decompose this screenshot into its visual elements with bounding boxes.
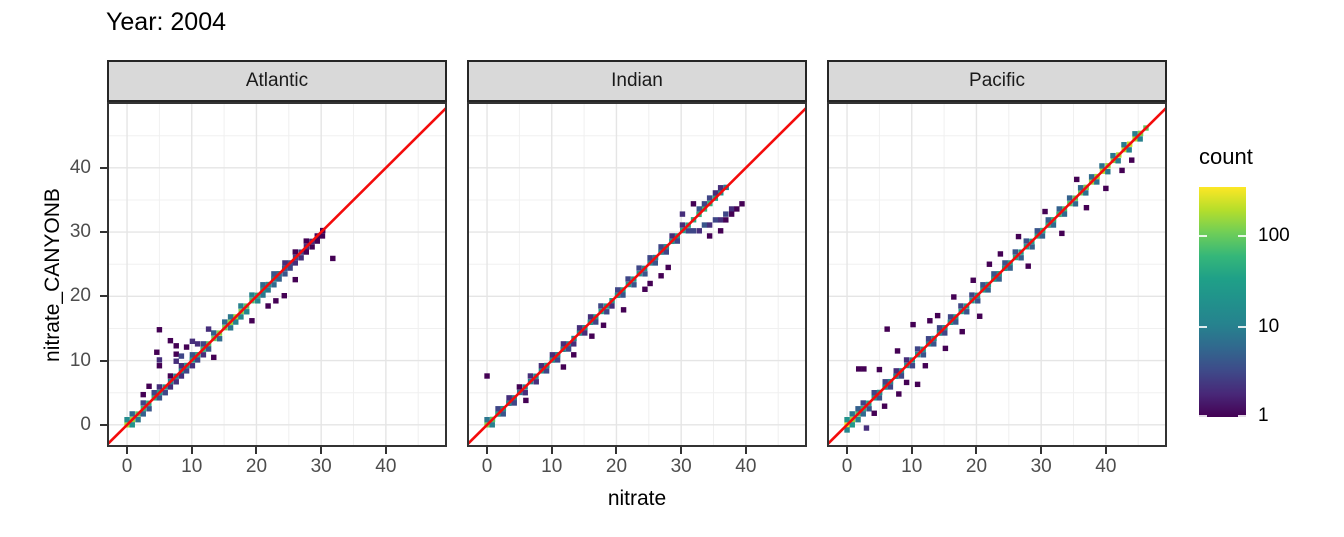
x-tick-mark bbox=[615, 447, 618, 454]
x-tick-label: 20 bbox=[245, 456, 268, 477]
y-tick-mark bbox=[100, 359, 107, 362]
legend-tick-mark bbox=[1199, 235, 1207, 238]
facet-panel-atlantic bbox=[107, 102, 447, 447]
x-axis-ticks-indian: 0 10 20 30 40 bbox=[467, 447, 807, 483]
x-tick-label: 30 bbox=[670, 456, 692, 477]
x-tick-label: 30 bbox=[310, 456, 332, 477]
y-tick-label: 40 bbox=[69, 156, 91, 178]
plot-title: Year: 2004 bbox=[106, 8, 227, 36]
x-tick-label: 40 bbox=[1095, 456, 1117, 477]
legend-tick-mark bbox=[1238, 415, 1246, 417]
x-axis-ticks-pacific: 0 10 20 30 40 bbox=[827, 447, 1167, 483]
x-tick-mark bbox=[126, 447, 129, 454]
x-tick-mark bbox=[975, 447, 978, 454]
x-tick-label: 20 bbox=[605, 456, 628, 477]
legend-tick-label: 1 bbox=[1258, 405, 1269, 426]
facet-strip-label: Atlantic bbox=[245, 70, 309, 91]
y-tick-label: 20 bbox=[69, 285, 91, 307]
x-tick-label: 0 bbox=[481, 456, 493, 477]
x-tick-label: 10 bbox=[541, 456, 563, 477]
x-tick-mark bbox=[910, 447, 913, 454]
y-axis: 0 10 20 30 40 bbox=[0, 102, 107, 447]
facet-pacific: Pacific 0 10 20 30 40 bbox=[827, 60, 1167, 490]
x-tick-mark bbox=[846, 447, 849, 454]
y-tick-label: 10 bbox=[69, 349, 91, 371]
legend-count: count 100 10 1 bbox=[1197, 144, 1337, 444]
facet-indian: Indian 0 10 20 30 40 bbox=[467, 60, 807, 490]
x-tick-label: 40 bbox=[735, 456, 757, 477]
y-axis-title: nitrate_CANYONB bbox=[41, 188, 64, 362]
x-tick-mark bbox=[1104, 447, 1107, 454]
x-axis-title: nitrate bbox=[607, 487, 667, 510]
legend-tick-mark bbox=[1199, 415, 1207, 417]
x-tick-mark bbox=[486, 447, 489, 454]
x-tick-mark bbox=[384, 447, 387, 454]
x-tick-mark bbox=[320, 447, 323, 454]
x-tick-mark bbox=[680, 447, 683, 454]
y-tick-mark bbox=[100, 231, 107, 234]
y-tick-mark bbox=[100, 166, 107, 169]
legend-tick-mark bbox=[1199, 326, 1207, 329]
facet-strip-pacific: Pacific bbox=[827, 60, 1167, 102]
y-tick-mark bbox=[100, 295, 107, 298]
y-tick-label: 30 bbox=[69, 221, 91, 243]
x-tick-mark bbox=[255, 447, 258, 454]
legend-tick-mark bbox=[1238, 235, 1246, 238]
x-tick-label: 10 bbox=[181, 456, 203, 477]
legend-colorbar bbox=[1199, 187, 1246, 417]
x-tick-mark bbox=[744, 447, 747, 454]
x-tick-label: 30 bbox=[1030, 456, 1052, 477]
x-tick-label: 10 bbox=[901, 456, 923, 477]
facet-strip-label: Indian bbox=[611, 70, 663, 91]
y-tick-mark bbox=[100, 423, 107, 426]
legend-tick-label: 10 bbox=[1258, 316, 1280, 338]
x-tick-label: 0 bbox=[121, 456, 133, 477]
legend-title: count bbox=[1199, 144, 1253, 169]
x-axis-ticks-atlantic: 0 10 20 30 40 bbox=[107, 447, 447, 483]
x-tick-label: 20 bbox=[965, 456, 988, 477]
x-tick-label: 0 bbox=[841, 456, 853, 477]
x-tick-mark bbox=[550, 447, 553, 454]
x-tick-mark bbox=[1040, 447, 1043, 454]
facet-panel-pacific bbox=[827, 102, 1167, 447]
legend-tick-label: 100 bbox=[1258, 225, 1290, 247]
facet-atlantic: Atlantic 0 10 20 30 40 bbox=[107, 60, 447, 490]
facet-strip-atlantic: Atlantic bbox=[107, 60, 447, 102]
facet-panel-indian bbox=[467, 102, 807, 447]
legend-tick-mark bbox=[1238, 326, 1246, 329]
x-tick-label: 40 bbox=[375, 456, 397, 477]
x-tick-mark bbox=[190, 447, 193, 454]
y-tick-label: 0 bbox=[80, 413, 91, 435]
facet-strip-label: Pacific bbox=[969, 70, 1025, 91]
facet-strip-indian: Indian bbox=[467, 60, 807, 102]
